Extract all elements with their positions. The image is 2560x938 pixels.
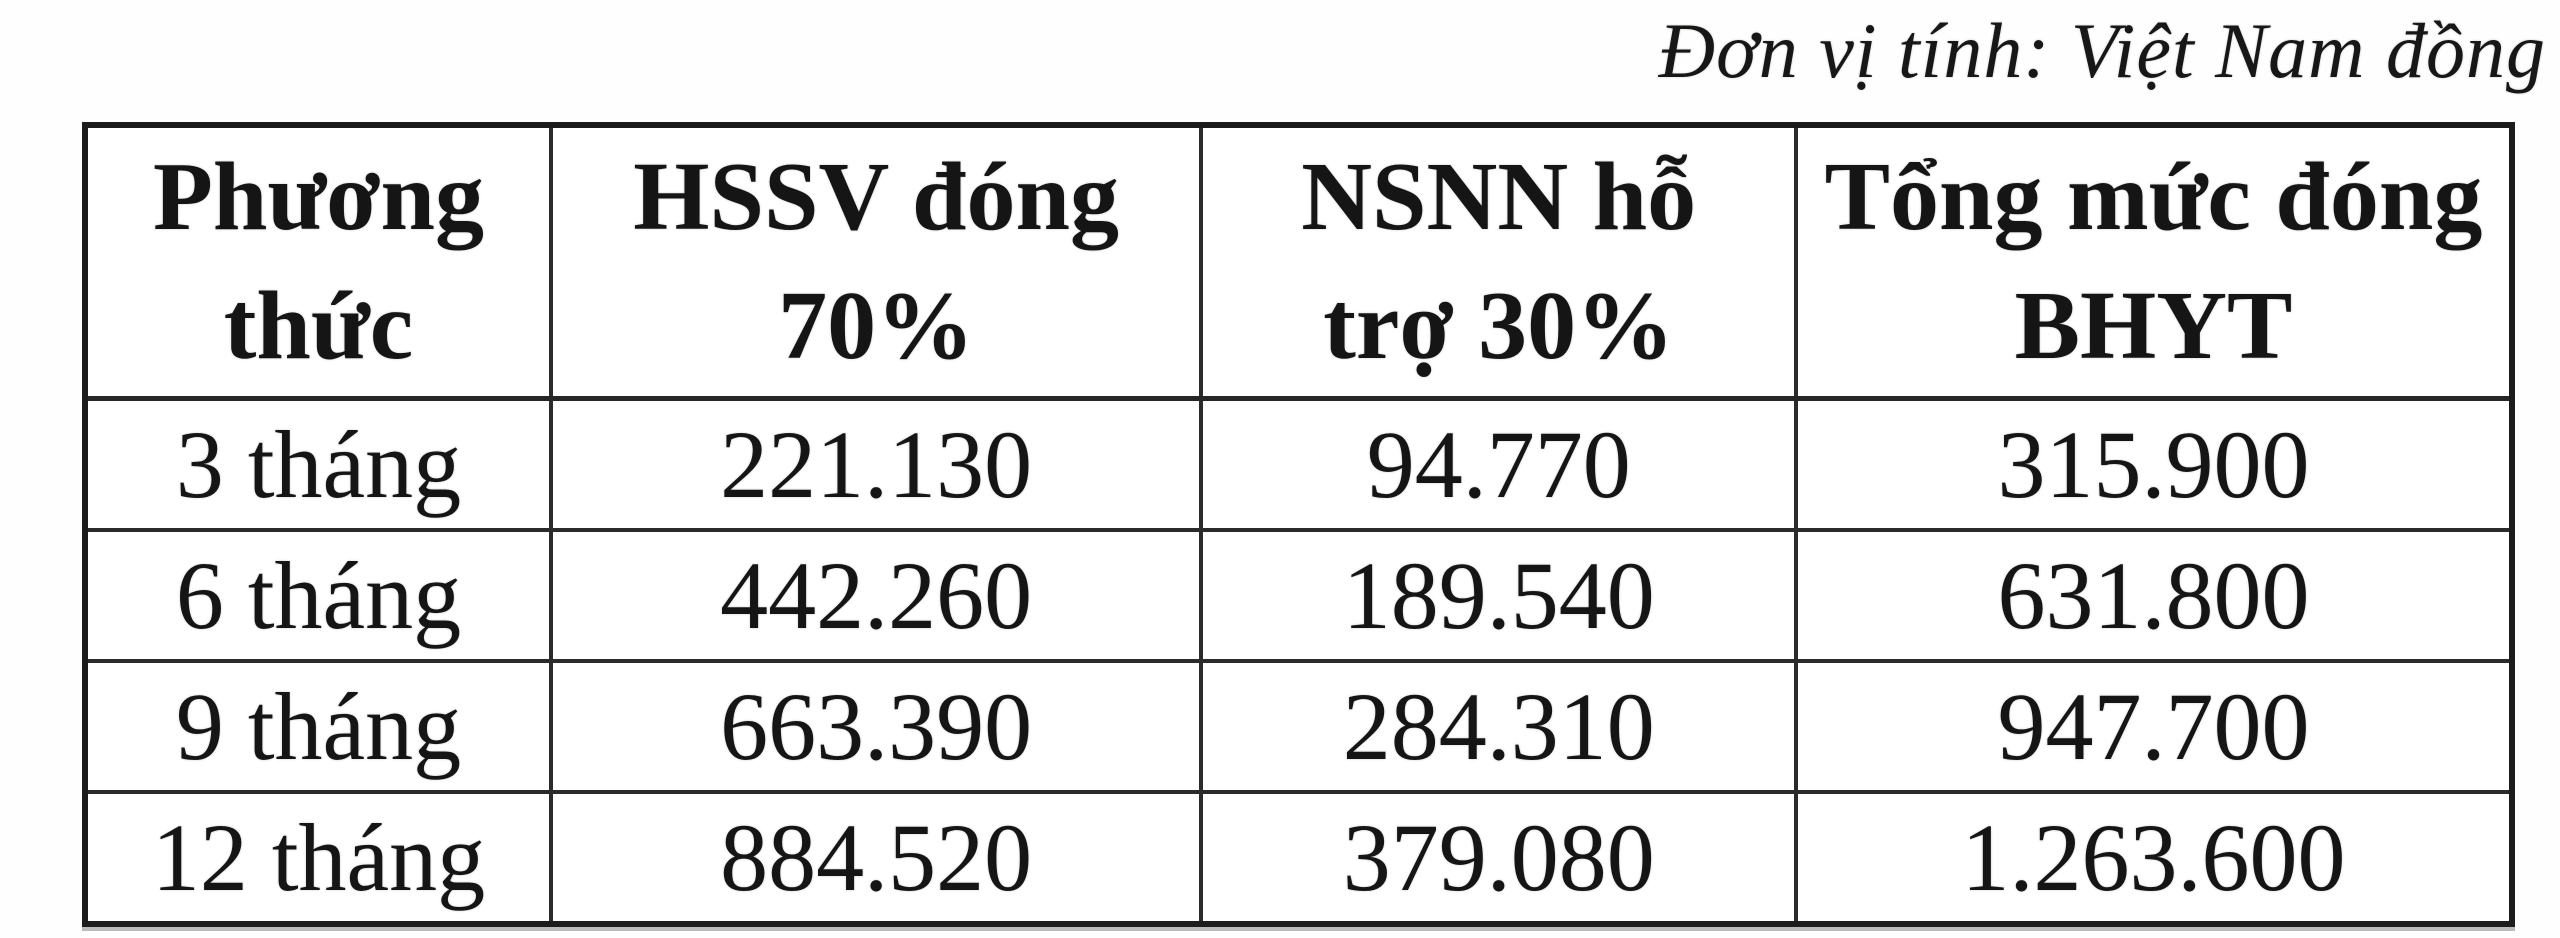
amount-cell: 94.770 [1199, 396, 1798, 532]
header-cell-budget-30: NSNN hỗ trợ 30% [1199, 123, 1798, 401]
bhyt-payment-table: Phương thức HSSV đóng 70% NSNN hỗ trợ 30… [82, 122, 2515, 927]
table-row: 9 tháng 663.390 284.310 947.700 [83, 659, 2514, 794]
amount-cell: 884.520 [548, 790, 1204, 926]
amount-cell: 663.390 [548, 659, 1204, 794]
period-cell: 12 tháng [83, 790, 553, 926]
table-header: Phương thức HSSV đóng 70% NSNN hỗ trợ 30… [83, 123, 2514, 401]
header-line: trợ 30% [1323, 272, 1675, 380]
period-cell: 6 tháng [83, 528, 553, 663]
header-line: Phương [153, 142, 484, 251]
amount-cell: 189.540 [1199, 528, 1798, 663]
table-row: 6 tháng 442.260 189.540 631.800 [83, 528, 2514, 663]
header-line: BHYT [2014, 272, 2293, 380]
table-row: 3 tháng 221.130 94.770 315.900 [83, 396, 2514, 532]
header-line: Tổng mức đóng [1824, 142, 2483, 251]
caption-row: Đơn vị tính: Việt Nam đồng [0, 0, 2560, 104]
header-cell-method: Phương thức [83, 123, 553, 401]
header-cell-student-70: HSSV đóng 70% [548, 123, 1204, 401]
header-line: 70% [778, 272, 975, 380]
amount-cell: 315.900 [1794, 396, 2514, 532]
amount-cell: 442.260 [548, 528, 1204, 663]
amount-cell: 631.800 [1794, 528, 2514, 663]
header-cell-total-bhyt: Tổng mức đóng BHYT [1794, 123, 2514, 401]
period-cell: 9 tháng [83, 659, 553, 794]
amount-cell: 947.700 [1794, 659, 2514, 794]
table-row: 12 tháng 884.520 379.080 1.263.600 [83, 790, 2514, 926]
amount-cell: 284.310 [1199, 659, 1798, 794]
amount-cell: 221.130 [548, 396, 1204, 532]
amount-cell: 1.263.600 [1794, 790, 2514, 926]
table-body: 3 tháng 221.130 94.770 315.900 6 tháng 4… [83, 396, 2514, 926]
header-line: NSNN hỗ [1301, 142, 1697, 251]
amount-cell: 379.080 [1199, 790, 1798, 926]
header-line: HSSV đóng [633, 142, 1120, 251]
period-cell: 3 tháng [83, 396, 553, 532]
header-line: thức [223, 272, 414, 380]
header-row: Phương thức HSSV đóng 70% NSNN hỗ trợ 30… [83, 123, 2514, 401]
unit-caption: Đơn vị tính: Việt Nam đồng [1658, 7, 2546, 94]
